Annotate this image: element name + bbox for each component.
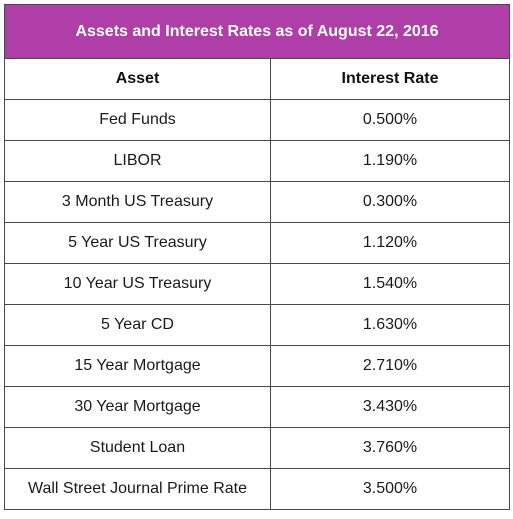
table-title-row: Assets and Interest Rates as of August 2…	[3, 4, 511, 59]
interest-rate-cell: 3.430%	[269, 386, 511, 428]
interest-rate-cell: 0.500%	[269, 99, 511, 141]
table-row: Wall Street Journal Prime Rate 3.500%	[4, 468, 511, 510]
table-row: LIBOR 1.190%	[4, 140, 511, 182]
table-title: Assets and Interest Rates as of August 2…	[3, 4, 511, 59]
asset-cell: Fed Funds	[4, 99, 271, 141]
table-row: 15 Year Mortgage 2.710%	[4, 345, 511, 387]
table-row: Student Loan 3.760%	[4, 427, 511, 469]
table-row: 5 Year CD 1.630%	[4, 304, 511, 346]
interest-rate-cell: 1.120%	[269, 222, 511, 264]
asset-cell: 10 Year US Treasury	[4, 263, 271, 305]
rates-table: Assets and Interest Rates as of August 2…	[3, 4, 511, 510]
column-header-asset: Asset	[4, 58, 271, 100]
asset-cell: Student Loan	[4, 427, 271, 469]
asset-cell: 15 Year Mortgage	[4, 345, 271, 387]
asset-cell: 3 Month US Treasury	[4, 181, 271, 223]
asset-cell: 5 Year CD	[4, 304, 271, 346]
table-row: 5 Year US Treasury 1.120%	[4, 222, 511, 264]
asset-cell: LIBOR	[4, 140, 271, 182]
asset-cell: 5 Year US Treasury	[4, 222, 271, 264]
rates-table-container: Assets and Interest Rates as of August 2…	[3, 4, 511, 517]
interest-rate-cell: 3.760%	[269, 427, 511, 469]
table-row: Fed Funds 0.500%	[4, 99, 511, 141]
interest-rate-cell: 3.500%	[269, 468, 511, 510]
asset-cell: Wall Street Journal Prime Rate	[4, 468, 271, 510]
interest-rate-cell: 0.300%	[269, 181, 511, 223]
interest-rate-cell: 1.190%	[269, 140, 511, 182]
table-body: Fed Funds 0.500% LIBOR 1.190% 3 Month US Tre…	[4, 99, 511, 510]
table-row: 3 Month US Treasury 0.300%	[4, 181, 511, 223]
interest-rate-cell: 2.710%	[269, 345, 511, 387]
interest-rate-cell: 1.540%	[269, 263, 511, 305]
table-row: 10 Year US Treasury 1.540%	[4, 263, 511, 305]
interest-rate-cell: 1.630%	[269, 304, 511, 346]
table-row: 30 Year Mortgage 3.430%	[4, 386, 511, 428]
column-header-interest-rate: Interest Rate	[269, 58, 511, 100]
table-header-row: Asset Interest Rate	[4, 58, 511, 100]
asset-cell: 30 Year Mortgage	[4, 386, 271, 428]
